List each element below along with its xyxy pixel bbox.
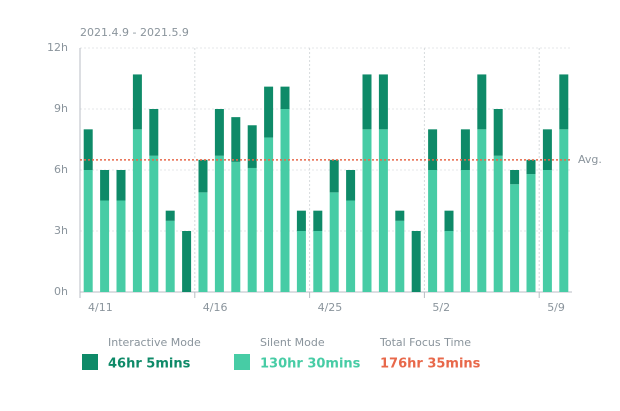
y-tick-label: 9h: [54, 102, 68, 115]
bar-segment: [428, 129, 438, 170]
bar-segment: [280, 86, 290, 109]
x-tick-label: 4/16: [203, 301, 228, 314]
bar-segment: [559, 74, 569, 130]
bar-segment: [214, 109, 224, 156]
bar-segment: [83, 170, 93, 292]
bar-segment: [296, 210, 306, 231]
bar-segment: [378, 129, 388, 292]
bar-segment: [149, 155, 159, 292]
bar-segment: [460, 170, 470, 292]
bar-segment: [313, 231, 323, 292]
bar-segment: [346, 200, 356, 292]
legend-total: 46hr 5mins: [108, 357, 191, 372]
bar-segment: [460, 129, 470, 170]
bar-segment: [296, 231, 306, 292]
bar-segment: [116, 170, 126, 201]
bar-segment: [100, 170, 110, 201]
bar-segment: [280, 109, 290, 292]
legend-total: 176hr 35mins: [380, 357, 481, 372]
legend-label: Silent Mode: [260, 336, 325, 349]
bar-segment: [526, 159, 536, 175]
bar-segment: [83, 129, 93, 170]
bar-segment: [231, 161, 241, 292]
bar-segment: [198, 159, 208, 193]
bar-segment: [264, 86, 274, 138]
y-tick-label: 3h: [54, 224, 68, 237]
bar-segment: [542, 129, 552, 170]
bar-segment: [116, 200, 126, 292]
bar-segment: [510, 170, 520, 185]
bar-segment: [264, 137, 274, 292]
y-tick-label: 0h: [54, 285, 68, 298]
bar-segment: [247, 167, 257, 292]
legend-total: 130hr 30mins: [260, 357, 361, 372]
x-tick-label: 5/9: [547, 301, 565, 314]
bar-segment: [395, 220, 405, 292]
bar-segment: [182, 231, 192, 292]
bar-segment: [411, 231, 421, 292]
bar-segment: [149, 109, 159, 156]
bar-segment: [100, 200, 110, 292]
bar-segment: [132, 129, 142, 292]
bar-segment: [428, 170, 438, 292]
bar-segment: [165, 220, 175, 292]
y-tick-label: 6h: [54, 163, 68, 176]
bar-segment: [526, 174, 536, 292]
legend-label: Total Focus Time: [379, 336, 471, 349]
bar-segment: [362, 74, 372, 130]
bar-segment: [329, 192, 339, 292]
bar-segment: [477, 129, 487, 292]
bar-segment: [559, 129, 569, 292]
legend-swatch: [82, 354, 98, 370]
x-tick-label: 5/2: [432, 301, 450, 314]
bar-segment: [165, 210, 175, 221]
y-tick-label: 12h: [47, 41, 68, 54]
bar-segment: [493, 109, 503, 156]
bar-segment: [444, 210, 454, 231]
legend-label: Interactive Mode: [108, 336, 201, 349]
legend-swatch: [234, 354, 250, 370]
bar-segment: [231, 117, 241, 162]
bar-segment: [329, 159, 339, 193]
bar-segment: [477, 74, 487, 130]
bar-segment: [362, 129, 372, 292]
x-tick-label: 4/25: [318, 301, 343, 314]
bar-segment: [510, 184, 520, 292]
average-label: Avg.: [578, 153, 602, 166]
bar-segment: [247, 125, 257, 168]
chart-subtitle: 2021.4.9 - 2021.5.9: [80, 26, 189, 39]
bar-segment: [378, 74, 388, 130]
bar-segment: [493, 155, 503, 292]
bar-segment: [132, 74, 142, 130]
bar-segment: [444, 231, 454, 292]
bar-segment: [395, 210, 405, 221]
bar-segment: [214, 155, 224, 292]
bar-segment: [542, 170, 552, 292]
bar-segment: [313, 210, 323, 231]
bar-segment: [198, 192, 208, 292]
x-tick-label: 4/11: [88, 301, 113, 314]
bar-segment: [346, 170, 356, 201]
